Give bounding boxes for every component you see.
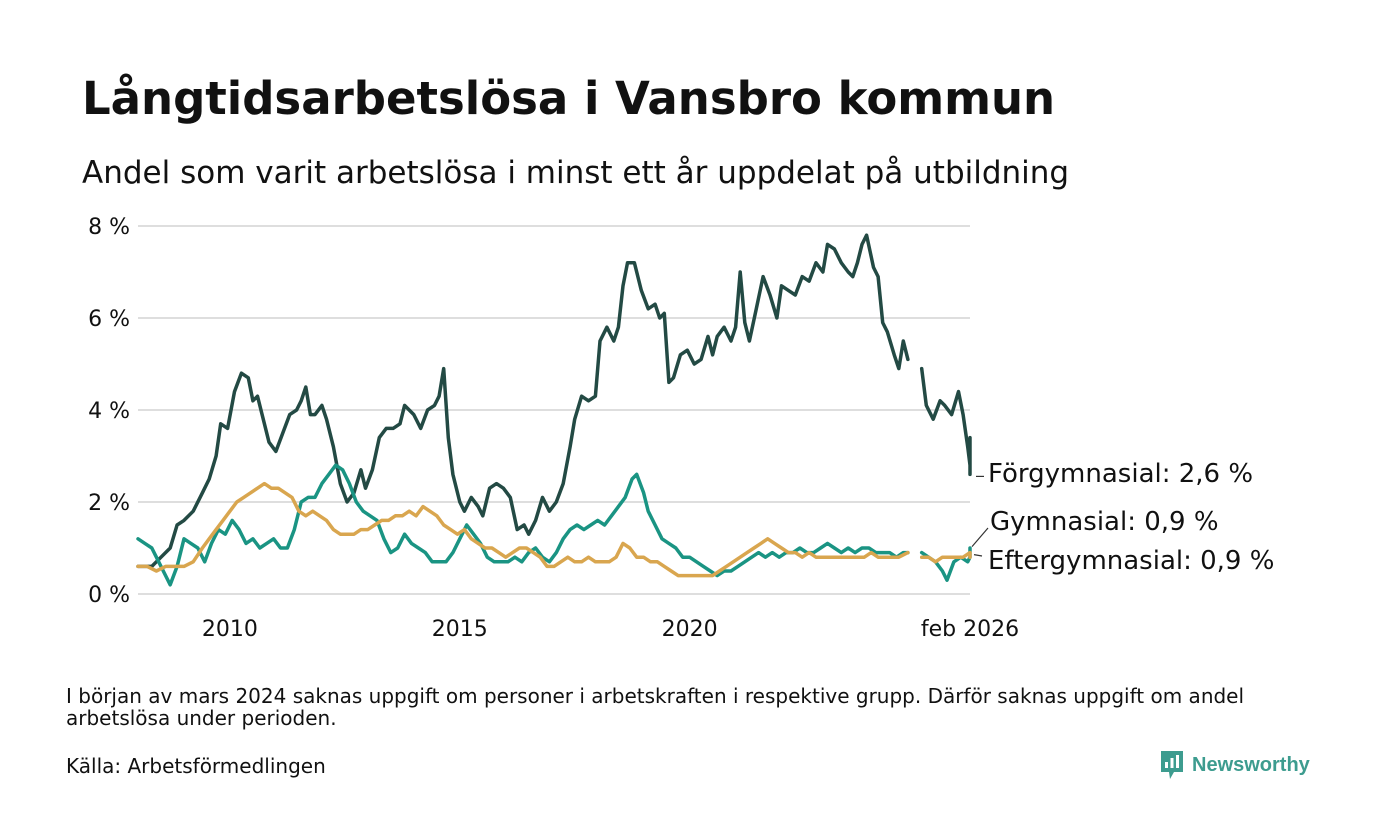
end-label-leader xyxy=(973,554,983,557)
footnote: I början av mars 2024 saknas uppgift om … xyxy=(66,684,1245,730)
series-line-gymnasial-1 xyxy=(919,546,972,582)
y-axis-ticks: 0 % 2 % 4 % 6 % 8 % xyxy=(88,215,130,608)
series-line-förgymnasial-1 xyxy=(919,366,972,477)
y-tick-label: 2 % xyxy=(88,491,130,516)
series-line-förgymnasial-0 xyxy=(136,233,910,569)
brand-logo: Newsworthy xyxy=(1160,750,1310,780)
x-tick-label: 2020 xyxy=(662,617,718,642)
series-line-gymnasial-0 xyxy=(136,463,910,587)
x-tick-label: feb 2026 xyxy=(921,617,1019,642)
series-eftergymnasial xyxy=(136,481,972,578)
y-tick-label: 8 % xyxy=(88,215,130,240)
x-tick-label: 2015 xyxy=(432,617,488,642)
series-end-labels: Förgymnasial: 2,6 % Gymnasial: 0,9 % Efter… xyxy=(971,459,1274,576)
brand-name: Newsworthy xyxy=(1192,753,1310,776)
end-label-eftergymnasial: Eftergymnasial: 0,9 % xyxy=(988,546,1274,576)
series-line-eftergymnasial-0 xyxy=(136,481,910,578)
x-axis-ticks: 2010 2015 2020 feb 2026 xyxy=(202,617,1019,642)
end-label-förgymnasial: Förgymnasial: 2,6 % xyxy=(988,459,1253,489)
series-lines xyxy=(136,233,972,587)
source-credit: Källa: Arbetsförmedlingen xyxy=(66,754,326,778)
y-tick-label: 4 % xyxy=(88,399,130,424)
gridlines xyxy=(138,225,970,595)
series-line-eftergymnasial-1 xyxy=(919,550,972,564)
end-label-gymnasial: Gymnasial: 0,9 % xyxy=(990,507,1219,537)
chart-subtitle: Andel som varit arbetslösa i minst ett å… xyxy=(82,155,1070,191)
y-tick-label: 6 % xyxy=(88,307,130,332)
chart-title: Långtidsarbetslösa i Vansbro kommun xyxy=(82,72,1056,125)
newsworthy-logo-icon xyxy=(1161,751,1183,779)
series-förgymnasial xyxy=(136,233,972,569)
end-label-leader xyxy=(971,527,989,547)
x-tick-label: 2010 xyxy=(202,617,258,642)
y-tick-label: 0 % xyxy=(88,583,130,608)
